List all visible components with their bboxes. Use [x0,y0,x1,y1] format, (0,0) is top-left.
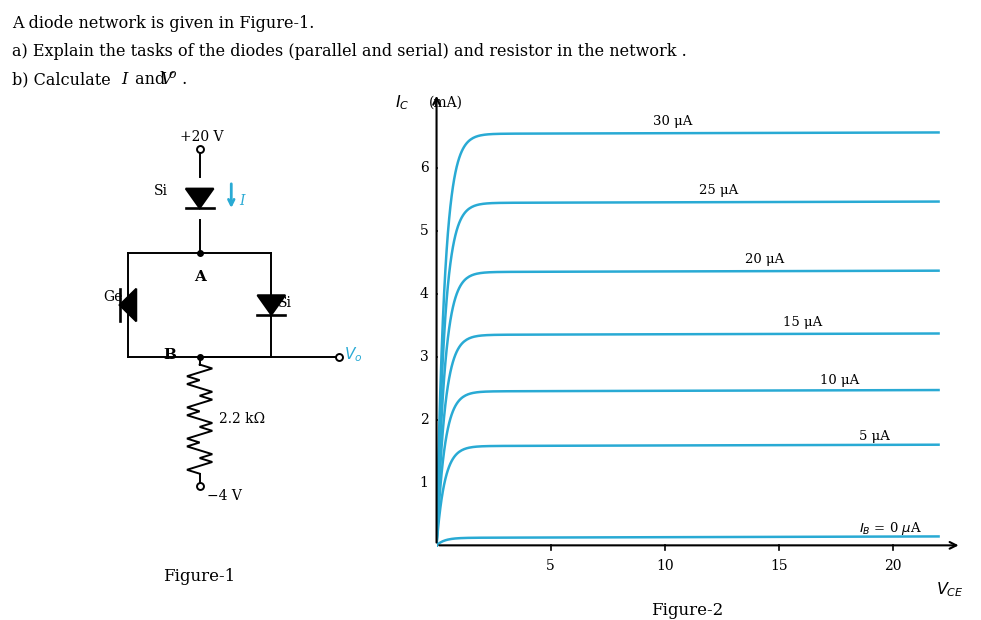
Text: a) Explain the tasks of the diodes (parallel and serial) and resistor in the net: a) Explain the tasks of the diodes (para… [12,43,687,60]
Text: Ge: Ge [103,290,123,304]
Text: Figure-1: Figure-1 [164,569,235,585]
Text: 2: 2 [420,413,429,427]
Text: 15 μA: 15 μA [784,316,823,329]
Text: 2.2 kΩ: 2.2 kΩ [219,412,265,426]
Text: V: V [160,71,172,88]
Text: b) Calculate: b) Calculate [12,71,116,88]
Text: Si: Si [154,184,168,198]
Text: Figure-2: Figure-2 [651,602,724,619]
Text: 5: 5 [546,559,555,573]
Text: 1: 1 [420,476,429,490]
Text: 20: 20 [884,559,902,573]
Text: A: A [193,270,206,285]
Text: 20 μA: 20 μA [745,253,784,266]
Text: 6: 6 [420,161,429,175]
Text: $V_{CE}$: $V_{CE}$ [936,580,964,598]
Text: and: and [130,71,171,88]
Text: 15: 15 [770,559,788,573]
Text: 25 μA: 25 μA [699,184,739,197]
Text: $I_B$ = 0 $\mu$A: $I_B$ = 0 $\mu$A [858,520,921,537]
Text: 3: 3 [420,350,429,364]
Text: B: B [164,348,177,361]
Text: +20 V: +20 V [180,130,224,144]
Text: 5: 5 [420,224,429,238]
Text: 10 μA: 10 μA [820,374,859,388]
Text: A diode network is given in Figure-1.: A diode network is given in Figure-1. [12,16,314,32]
Text: 5 μA: 5 μA [858,430,890,443]
Text: $I_C$: $I_C$ [394,93,409,112]
Text: 4: 4 [420,287,429,301]
Text: I: I [122,71,128,88]
Text: Si: Si [278,296,291,309]
Text: $V_o$: $V_o$ [344,345,362,364]
Text: 10: 10 [656,559,674,573]
Text: −4 V: −4 V [207,489,242,503]
Text: .: . [177,71,186,88]
Text: I: I [239,194,245,208]
Polygon shape [185,188,214,208]
Text: o: o [169,68,177,81]
Text: (mA): (mA) [429,95,463,109]
Polygon shape [120,289,136,321]
Text: 30 μA: 30 μA [653,115,693,128]
Polygon shape [257,295,285,315]
